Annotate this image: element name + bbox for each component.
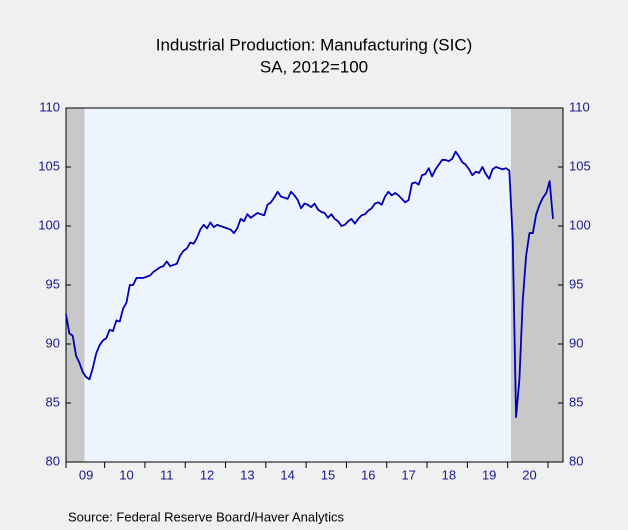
y-tick-label: 110	[39, 99, 60, 114]
x-tick-label: 17	[401, 467, 415, 482]
y-tick-label: 85	[46, 394, 60, 409]
y2-tick-label: 85	[569, 394, 583, 409]
y2-tick-label: 90	[569, 335, 583, 350]
x-tick-label: 10	[119, 467, 133, 482]
x-tick-label: 15	[321, 467, 335, 482]
x-tick-label: 20	[522, 467, 536, 482]
source-note: Source: Federal Reserve Board/Haver Anal…	[68, 509, 345, 524]
x-tick-label: 11	[160, 467, 174, 482]
y2-tick-label: 105	[569, 158, 591, 173]
data-line	[65, 150, 554, 419]
x-tick-label: 14	[280, 467, 294, 482]
x-tick-label: 13	[240, 467, 254, 482]
y2-tick-label: 95	[569, 276, 583, 291]
y-tick-label: 105	[38, 158, 60, 173]
y2-tick-label: 110	[569, 99, 590, 114]
x-tick-label: 12	[200, 467, 214, 482]
recession-shading	[66, 108, 85, 462]
x-tick-label: 19	[482, 467, 496, 482]
y-tick-label: 100	[38, 217, 60, 232]
y2-tick-label: 100	[569, 217, 591, 232]
x-tick-label: 16	[361, 467, 375, 482]
y2-tick-label: 80	[569, 453, 583, 468]
plot-area	[66, 108, 563, 462]
chart-title: Industrial Production: Manufacturing (SI…	[156, 35, 473, 54]
x-tick-label: 18	[442, 467, 456, 482]
chart-subtitle: SA, 2012=100	[260, 57, 368, 76]
y-tick-label: 80	[46, 453, 60, 468]
y-tick-label: 90	[46, 335, 60, 350]
x-tick-label: 09	[79, 467, 93, 482]
y-tick-label: 95	[46, 276, 60, 291]
recession-shading	[511, 108, 563, 462]
